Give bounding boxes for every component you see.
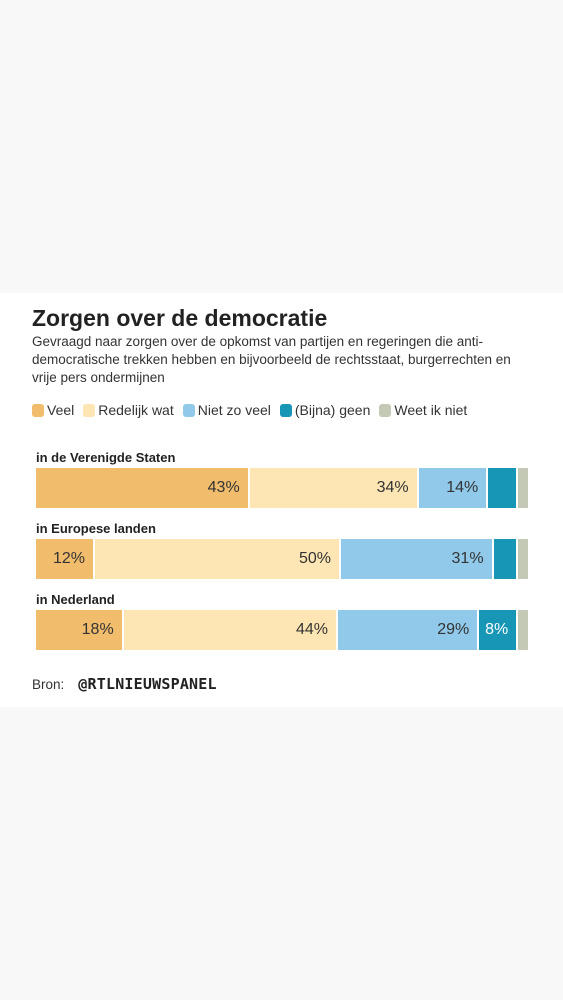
bar-group-in-nederland: in Nederland 18% 44% 29% 8%	[36, 591, 528, 650]
data-label: 31%	[451, 550, 484, 567]
category-label: in de Verenigde Staten	[36, 450, 176, 465]
bar-segment-veel: 12%	[36, 539, 96, 579]
stacked-bar: 12% 50% 31%	[36, 539, 528, 579]
chart-card: Zorgen over de democratie Gevraagd naar …	[0, 293, 563, 707]
legend-swatch	[379, 403, 392, 417]
source-name: @RTLNIEUWSPANEL	[78, 675, 217, 693]
legend-item-redelijk-wat: Redelijk wat	[83, 402, 174, 418]
bar-group-in-de-verenigde-staten: in de Verenigde Staten 43% 34% 14%	[36, 449, 528, 508]
data-label: 44%	[295, 621, 328, 638]
data-label: 50%	[299, 550, 332, 567]
category-label: in Europese landen	[36, 521, 156, 536]
bar-segment-weet-ik-niet	[518, 610, 528, 650]
bar-segment-redelijk-wat: 44%	[123, 610, 338, 650]
legend-label: Veel	[47, 402, 75, 418]
bar-segment-bijna-geen	[493, 539, 519, 579]
bar-segment-bijna-geen: 8%	[479, 610, 519, 650]
stacked-bar: 18% 44% 29% 8%	[36, 610, 528, 650]
bar-segment-niet-zo-veel: 31%	[341, 539, 494, 579]
source: Bron: @RTLNIEUWSPANEL	[32, 675, 217, 693]
legend-item-weet-ik-niet: Weet ik niet	[379, 402, 467, 418]
category-label: in Nederland	[36, 592, 115, 607]
data-label: 8%	[485, 621, 509, 638]
data-label: 43%	[207, 479, 240, 496]
bar-segment-niet-zo-veel: 14%	[418, 468, 489, 508]
legend-item-veel: Veel	[32, 402, 74, 418]
bar-group-in-europese-landen: in Europese landen 12% 50% 31%	[36, 520, 528, 579]
legend-item-niet-zo-veel: Niet zo veel	[182, 402, 271, 418]
bar-segment-veel: 43%	[36, 468, 250, 508]
legend-label: Weet ik niet	[394, 402, 468, 418]
legend-swatch	[83, 403, 96, 417]
legend-label: Niet zo veel	[197, 402, 271, 418]
bar-segment-weet-ik-niet	[518, 468, 528, 508]
chart-subtitle: Gevraagd naar zorgen over de opkomst van…	[32, 334, 511, 385]
chart-title: Zorgen over de democratie	[32, 305, 328, 331]
bar-segment-redelijk-wat: 50%	[95, 539, 342, 579]
bar-segment-niet-zo-veel: 29%	[338, 610, 480, 650]
legend-item-bijna-geen: (Bijna) geen	[279, 402, 371, 418]
legend-swatch	[279, 403, 292, 417]
data-label: 34%	[376, 479, 409, 496]
bar-segment-redelijk-wat: 34%	[249, 468, 419, 508]
data-label: 14%	[446, 479, 479, 496]
stacked-bar: 43% 34% 14%	[36, 468, 528, 508]
legend-swatch	[32, 403, 44, 417]
source-label: Bron:	[32, 676, 65, 692]
legend-label: (Bijna) geen	[294, 402, 371, 418]
data-label: 18%	[81, 621, 114, 638]
legend: Veel Redelijk wat Niet zo veel (Bijna) geen…	[32, 402, 467, 418]
data-label: 12%	[53, 550, 86, 567]
data-label: 29%	[437, 621, 470, 638]
bar-segment-bijna-geen	[488, 468, 519, 508]
legend-swatch	[182, 403, 195, 417]
legend-label: Redelijk wat	[98, 402, 174, 418]
bar-segment-weet-ik-niet	[518, 539, 528, 579]
bar-segment-veel: 18%	[36, 610, 124, 650]
